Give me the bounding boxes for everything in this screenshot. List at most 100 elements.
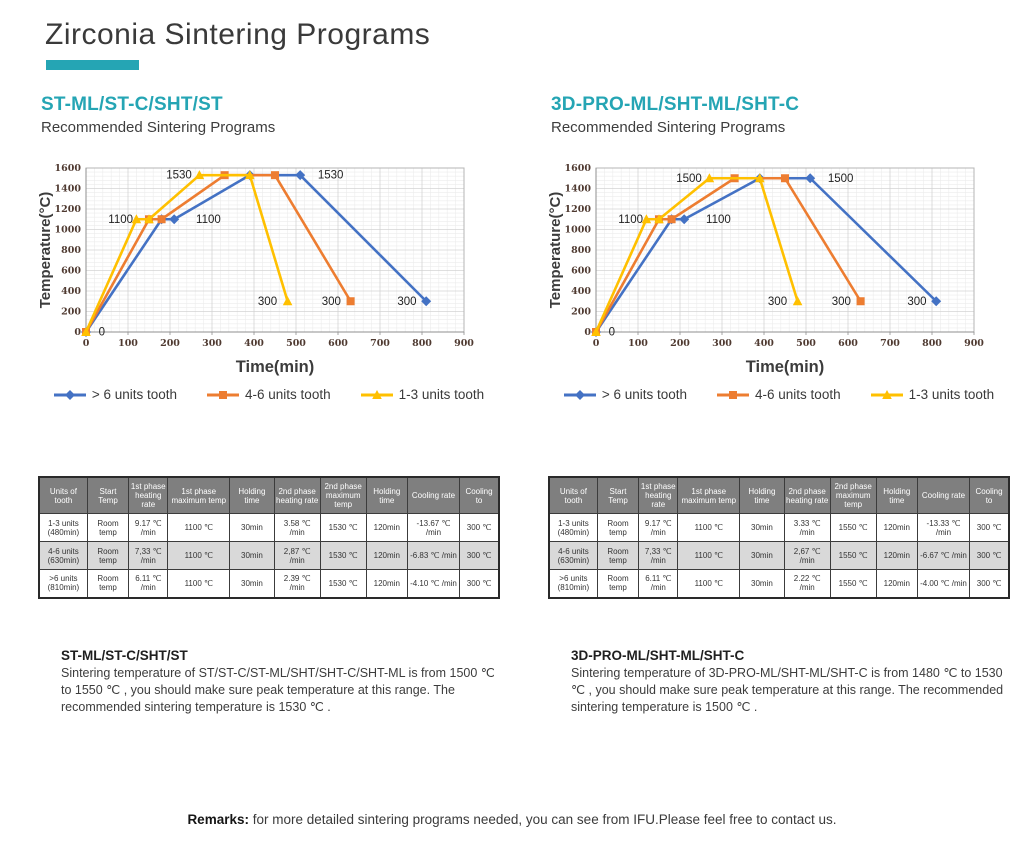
x-tick-label: 900 bbox=[964, 338, 984, 349]
data-label: 1100 bbox=[706, 214, 731, 226]
series-line bbox=[84, 173, 289, 333]
y-tick-label: 600 bbox=[61, 266, 81, 277]
table-header-cell: 2nd phase maximum temp bbox=[319, 476, 367, 514]
table-cell: 300 ℃ bbox=[459, 541, 500, 570]
x-tick-label: 0 bbox=[83, 338, 90, 349]
data-label: 300 bbox=[832, 296, 851, 308]
table-row: 1-3 units (480min) Room temp 9.17 ℃ /min 11… bbox=[548, 513, 1010, 542]
x-tick-label: 500 bbox=[796, 338, 816, 349]
legend-item: > 6 units tooth bbox=[563, 387, 687, 402]
table-cell: 300 ℃ bbox=[459, 569, 500, 598]
series-line bbox=[594, 176, 938, 333]
sintering-chart-left: 0 200 400 600 800 1000 1200 1400 1600 0 100 200 300 4… bbox=[37, 148, 500, 402]
x-tick-label: 700 bbox=[370, 338, 390, 349]
x-tick-label: 100 bbox=[118, 338, 138, 349]
legend-swatch-square-icon bbox=[717, 390, 750, 399]
x-tick-label: 200 bbox=[160, 338, 180, 349]
table-cell: 30min bbox=[229, 541, 275, 570]
table-cell: 7,33 ℃ /min bbox=[128, 541, 169, 570]
x-tick-label: 800 bbox=[922, 338, 942, 349]
legend-label: 1-3 units tooth bbox=[398, 387, 485, 402]
table-cell: 30min bbox=[229, 513, 275, 542]
x-tick-label: 900 bbox=[454, 338, 474, 349]
table-cell: 2,67 ℃ /min bbox=[783, 541, 831, 570]
section-subheading: Recommended Sintering Programs bbox=[551, 119, 786, 136]
legend-item: 4-6 units tooth bbox=[207, 387, 331, 402]
table-cell: 1-3 units (480min) bbox=[548, 513, 598, 542]
x-axis-title: Time(min) bbox=[236, 358, 315, 376]
x-tick-label: 300 bbox=[202, 338, 222, 349]
table-cell: 30min bbox=[739, 569, 785, 598]
x-tick-label: 600 bbox=[838, 338, 858, 349]
data-label: 1100 bbox=[196, 214, 221, 226]
y-tick-label: 0 bbox=[584, 327, 591, 338]
x-tick-label: 500 bbox=[286, 338, 306, 349]
table-row: >6 units (810min) Room temp 6.11 ℃ /min 110… bbox=[38, 569, 500, 598]
note-block-left: ST-ML/ST-C/SHT/ST Sintering temperature … bbox=[61, 648, 503, 716]
table-cell: 300 ℃ bbox=[969, 541, 1010, 570]
table-cell: 120min bbox=[875, 569, 918, 598]
table-cell: 30min bbox=[739, 513, 785, 542]
table-cell: 1100 ℃ bbox=[167, 513, 231, 542]
y-tick-label: 800 bbox=[61, 245, 81, 256]
table-cell: 2,87 ℃ /min bbox=[273, 541, 321, 570]
y-axis-title: Temperature(°C) bbox=[548, 192, 564, 309]
table-header-cell: Cooling to bbox=[969, 476, 1010, 514]
table-cell: Room temp bbox=[596, 541, 640, 570]
y-tick-label: 1600 bbox=[565, 163, 592, 174]
table-cell: 120min bbox=[875, 541, 918, 570]
series-line bbox=[84, 173, 352, 333]
note-block-right: 3D-PRO-ML/SHT-ML/SHT-C Sintering tempera… bbox=[571, 648, 1013, 716]
data-label: 0 bbox=[609, 327, 615, 339]
legend-swatch-triangle-icon bbox=[870, 389, 903, 399]
table-header-cell: Units of tooth bbox=[548, 476, 598, 514]
note-title: 3D-PRO-ML/SHT-ML/SHT-C bbox=[571, 648, 745, 663]
legend-swatch-triangle-icon bbox=[360, 389, 393, 399]
chart-legend: > 6 units tooth 4-6 units tooth 1-3 units … bbox=[548, 387, 1010, 402]
legend-label: > 6 units tooth bbox=[91, 387, 178, 402]
table-header-cell: Holding time bbox=[875, 476, 918, 514]
data-label: 1530 bbox=[318, 170, 344, 182]
section-subheading: Recommended Sintering Programs bbox=[41, 119, 276, 136]
table-cell: Room temp bbox=[86, 541, 130, 570]
y-tick-label: 400 bbox=[571, 286, 591, 297]
table-header-cell: 2nd phase maximum temp bbox=[829, 476, 877, 514]
table-cell: 6.11 ℃ /min bbox=[638, 569, 679, 598]
table-cell: -4.00 ℃ /min bbox=[916, 569, 971, 598]
data-label: 1530 bbox=[166, 170, 192, 182]
table-header-cell: 2nd phase heating rate bbox=[273, 476, 321, 514]
table-cell: 1100 ℃ bbox=[677, 569, 741, 598]
table-cell: 2.22 ℃ /min bbox=[783, 569, 831, 598]
y-tick-label: 1200 bbox=[55, 204, 82, 215]
sintering-program-table-left: Units of tooth Start Temp 1st phase heatin… bbox=[38, 476, 500, 599]
chart-plot-area: 0 200 400 600 800 1000 1200 1400 1600 0 100 200 300 4… bbox=[547, 148, 1010, 385]
y-tick-label: 0 bbox=[74, 327, 81, 338]
table-cell: -4.10 ℃ /min bbox=[406, 569, 461, 598]
table-cell: 120min bbox=[875, 513, 918, 542]
y-tick-label: 1400 bbox=[55, 184, 82, 195]
chart-legend: > 6 units tooth 4-6 units tooth 1-3 units … bbox=[38, 387, 500, 402]
table-cell: 300 ℃ bbox=[459, 513, 500, 542]
y-tick-label: 600 bbox=[571, 266, 591, 277]
table-cell: 300 ℃ bbox=[969, 569, 1010, 598]
table-row: 1-3 units (480min) Room temp 9.17 ℃ /min 11… bbox=[38, 513, 500, 542]
x-tick-label: 600 bbox=[328, 338, 348, 349]
legend-label: 4-6 units tooth bbox=[755, 387, 841, 402]
table-header-cell: 1st phase heating rate bbox=[128, 476, 169, 514]
table-cell: 30min bbox=[229, 569, 275, 598]
legend-swatch-square-icon bbox=[207, 390, 240, 399]
remarks-line: Remarks: for more detailed sintering pro… bbox=[0, 812, 1024, 827]
table-cell: Room temp bbox=[596, 513, 640, 542]
table-cell: 1530 ℃ bbox=[319, 541, 367, 570]
table-cell: 2.39 ℃ /min bbox=[273, 569, 321, 598]
table-row: 4-6 units (630min) Room temp 7,33 ℃ /min 11… bbox=[548, 541, 1010, 570]
legend-swatch-diamond-icon bbox=[53, 389, 86, 400]
table-cell: 4-6 units (630min) bbox=[38, 541, 88, 570]
note-body: Sintering temperature of 3D-PRO-ML/SHT-M… bbox=[571, 666, 1004, 714]
table-cell: 9.17 ℃ /min bbox=[128, 513, 169, 542]
table-header-cell: Units of tooth bbox=[38, 476, 88, 514]
legend-item: 4-6 units tooth bbox=[717, 387, 841, 402]
table-header-row: Units of tooth Start Temp 1st phase heatin… bbox=[38, 476, 500, 514]
table-cell: 120min bbox=[365, 569, 408, 598]
y-tick-label: 200 bbox=[571, 307, 591, 318]
